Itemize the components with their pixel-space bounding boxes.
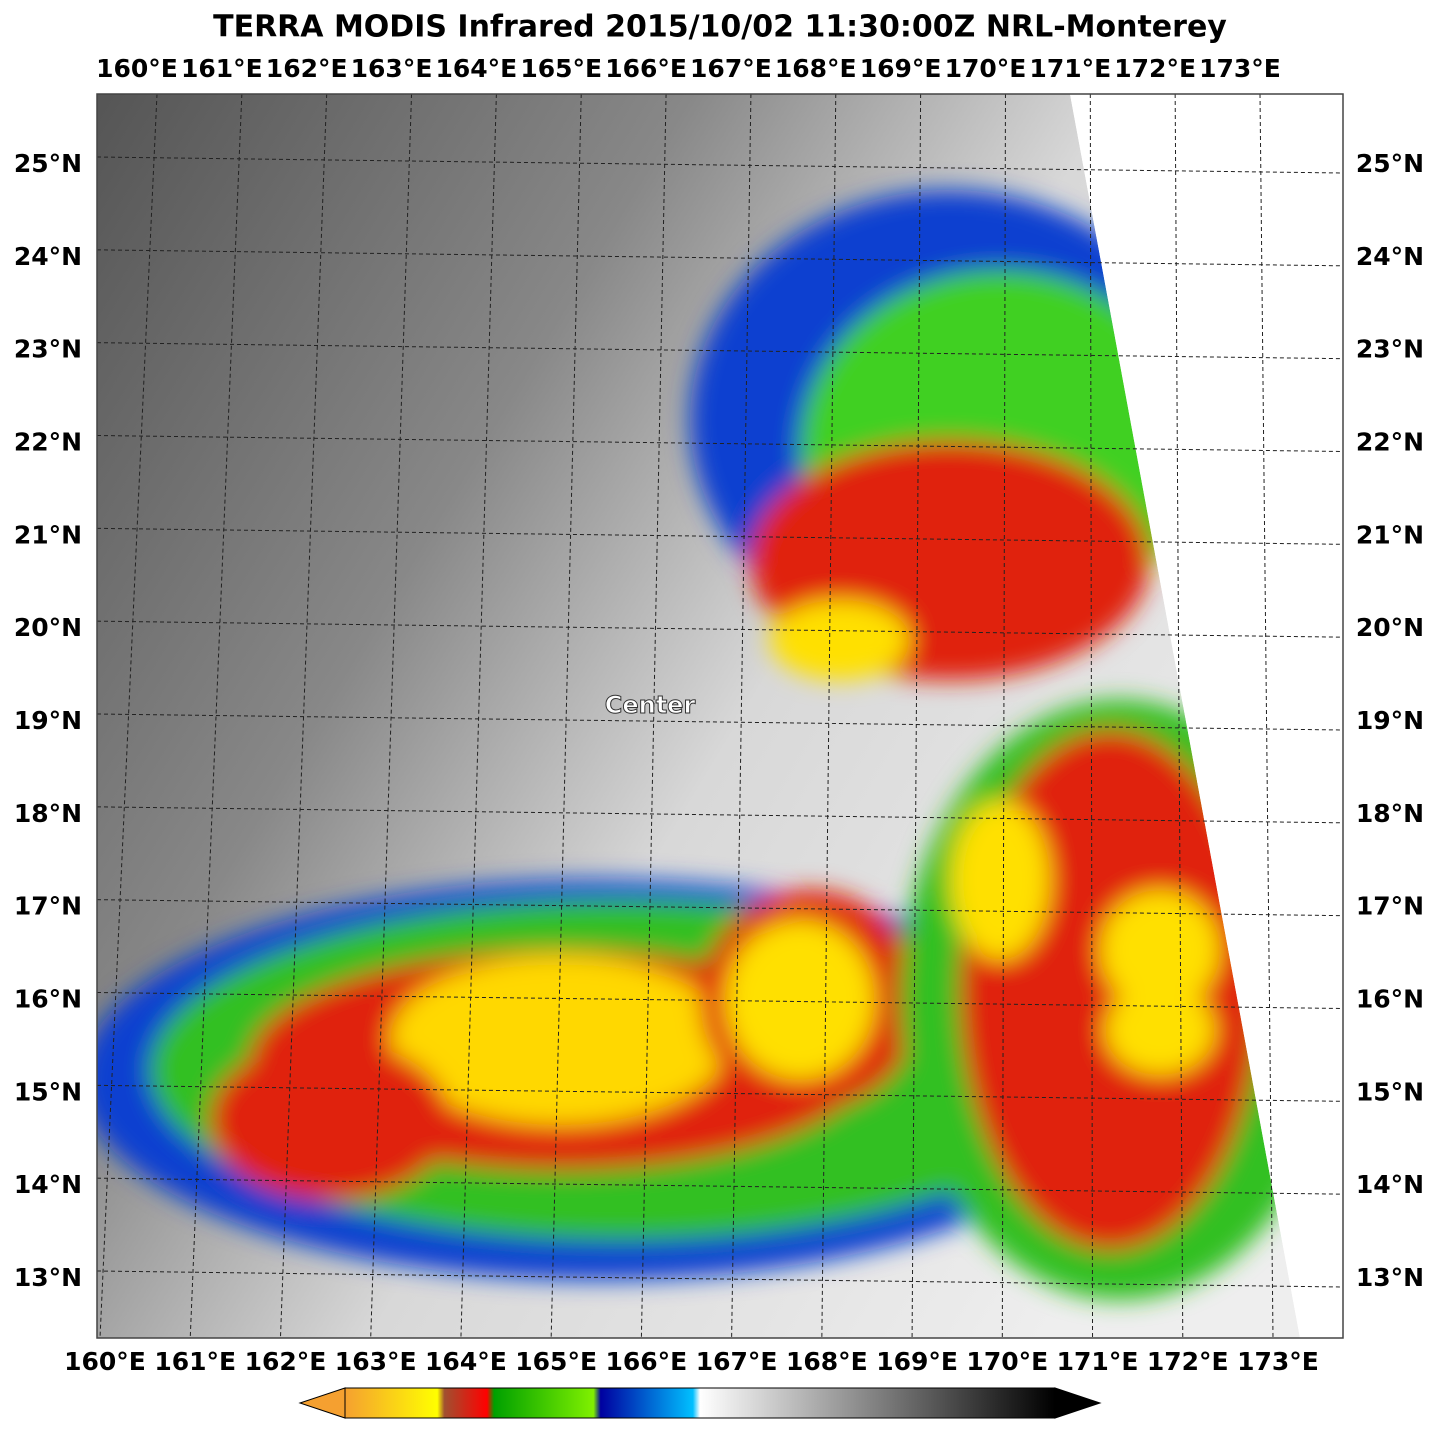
longitude-line (1001, 93, 1006, 1339)
longitude-line (370, 93, 413, 1339)
longitude-label-top: 162°E (266, 54, 348, 83)
longitude-label-top: 164°E (436, 54, 518, 83)
longitude-line (1089, 93, 1094, 1339)
latitude-line (96, 899, 1344, 917)
latitude-label-right: 14°N (1356, 1170, 1424, 1199)
latitude-line (96, 992, 1344, 1009)
colorbar (298, 1387, 1102, 1419)
latitude-line (96, 1084, 1344, 1102)
longitude-label-bottom: 167°E (696, 1347, 778, 1376)
latitude-label-left: 25°N (14, 149, 82, 178)
latitude-label-right: 24°N (1356, 242, 1424, 271)
longitude-label-top: 166°E (605, 54, 687, 83)
latitude-label-right: 19°N (1356, 706, 1424, 735)
longitude-label-bottom: 165°E (515, 1347, 597, 1376)
title: TERRA MODIS Infrared 2015/10/02 11:30:00… (213, 10, 1227, 45)
longitude-line (279, 93, 328, 1339)
latitude-line (96, 342, 1344, 360)
longitude-label-top: 163°E (351, 54, 433, 83)
latitude-label-left: 23°N (14, 335, 82, 364)
latitude-line (96, 1177, 1344, 1195)
latitude-label-right: 23°N (1356, 335, 1424, 364)
longitude-label-bottom: 166°E (606, 1347, 688, 1376)
longitude-line (550, 93, 582, 1339)
longitude-label-bottom: 173°E (1237, 1347, 1319, 1376)
longitude-label-bottom: 170°E (966, 1347, 1048, 1376)
latitude-label-left: 18°N (14, 799, 82, 828)
latitude-line (96, 713, 1344, 731)
longitude-label-bottom: 169°E (876, 1347, 958, 1376)
latitude-line (96, 156, 1344, 174)
latitude-label-right: 13°N (1356, 1263, 1424, 1292)
map-frame (96, 93, 1344, 1339)
longitude-label-bottom: 163°E (335, 1347, 417, 1376)
latitude-line (96, 1270, 1344, 1288)
longitude-label-bottom: 172°E (1147, 1347, 1229, 1376)
latitude-label-right: 20°N (1356, 613, 1424, 642)
latitude-label-right: 16°N (1356, 985, 1424, 1014)
latitude-line (96, 527, 1344, 545)
latitude-label-right: 22°N (1356, 428, 1424, 457)
imagery (97, 94, 1300, 1338)
longitude-label-top: 172°E (1114, 54, 1196, 83)
longitude-label-top: 165°E (520, 54, 602, 83)
latitude-label-right: 15°N (1356, 1077, 1424, 1106)
longitude-label-bottom: 171°E (1057, 1347, 1139, 1376)
longitude-label-top: 169°E (860, 54, 942, 83)
latitude-label-left: 16°N (14, 985, 82, 1014)
latitude-label-left: 24°N (14, 242, 82, 271)
longitude-label-top: 161°E (181, 54, 263, 83)
longitude-label-top: 168°E (775, 54, 857, 83)
latitude-label-right: 18°N (1356, 799, 1424, 828)
longitude-label-top: 167°E (690, 54, 772, 83)
latitude-label-left: 22°N (14, 428, 82, 457)
longitude-line (731, 93, 752, 1339)
latitude-label-left: 14°N (14, 1170, 82, 1199)
latitude-line (96, 249, 1344, 267)
longitude-line (189, 93, 243, 1339)
latitude-label-left: 20°N (14, 613, 82, 642)
latitude-line (96, 435, 1344, 452)
latitude-label-left: 13°N (14, 1263, 82, 1292)
longitude-label-bottom: 168°E (786, 1347, 868, 1376)
latitude-label-left: 17°N (14, 892, 82, 921)
latitude-label-left: 19°N (14, 706, 82, 735)
longitude-label-bottom: 164°E (425, 1347, 507, 1376)
latitude-label-right: 21°N (1356, 520, 1424, 549)
longitude-line (99, 93, 158, 1339)
longitude-line (821, 93, 837, 1339)
longitude-label-top: 173°E (1199, 54, 1281, 83)
longitude-line (1259, 93, 1274, 1339)
longitude-line (1174, 93, 1184, 1339)
latitude-line (96, 620, 1344, 638)
latitude-label-right: 25°N (1356, 149, 1424, 178)
center-label: Center (605, 691, 696, 719)
latitude-label-left: 15°N (14, 1077, 82, 1106)
longitude-line (911, 93, 922, 1339)
longitude-line (460, 93, 497, 1339)
longitude-label-top: 171°E (1029, 54, 1111, 83)
graticule (96, 93, 1344, 1339)
longitude-label-top: 170°E (945, 54, 1027, 83)
latitude-label-left: 21°N (14, 520, 82, 549)
longitude-label-bottom: 162°E (245, 1347, 327, 1376)
longitude-label-top: 160°E (96, 54, 178, 83)
latitude-line (96, 806, 1344, 824)
longitude-label-bottom: 160°E (64, 1347, 146, 1376)
longitude-label-bottom: 161°E (154, 1347, 236, 1376)
longitude-line (640, 93, 667, 1339)
latitude-label-right: 17°N (1356, 892, 1424, 921)
